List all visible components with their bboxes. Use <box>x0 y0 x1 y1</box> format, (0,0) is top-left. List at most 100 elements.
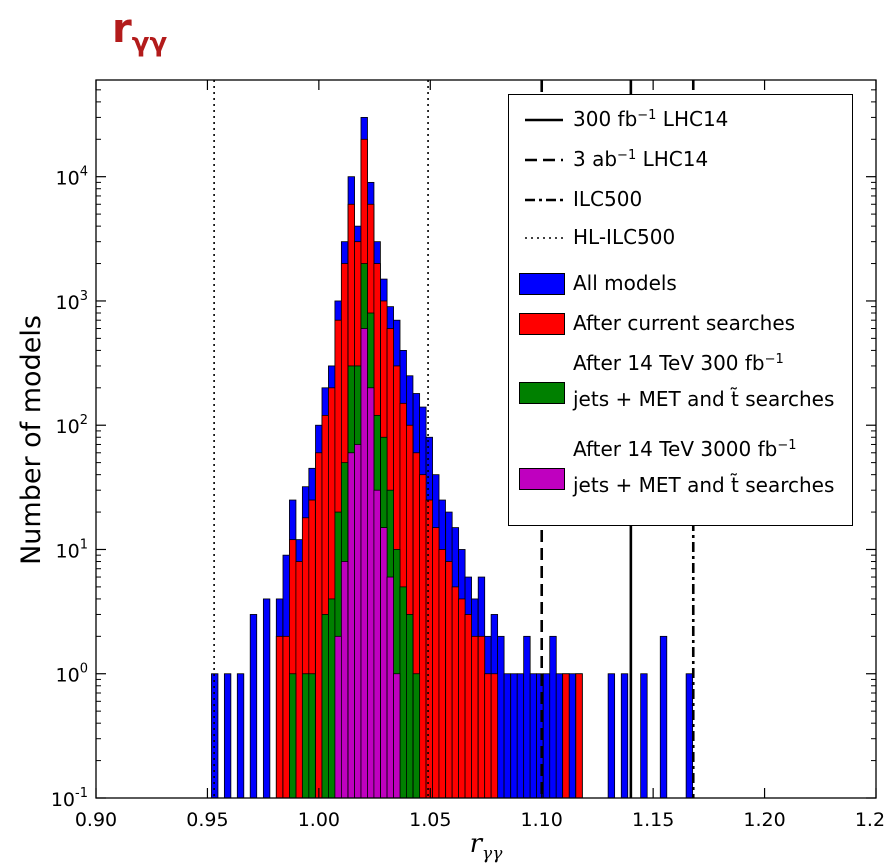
y-tick-label: 102 <box>56 413 88 438</box>
histogram-bar-series-2 <box>328 598 336 799</box>
histogram-bar-series-3 <box>380 527 388 799</box>
histogram-bar-series-1 <box>282 635 290 799</box>
legend-label: After 14 TeV 3000 fb−1 <box>573 437 797 461</box>
legend-line-handle <box>525 198 563 202</box>
histogram-bar-series-1 <box>562 673 570 799</box>
histogram-bar-series-0 <box>516 673 525 799</box>
histogram-bar-series-2 <box>301 673 310 799</box>
y-tick-label: 100 <box>56 662 88 687</box>
y-tick-label: 101 <box>56 537 88 562</box>
legend-line-handle <box>525 118 563 122</box>
plot-frame <box>95 79 877 799</box>
legend-line-handle <box>525 158 563 162</box>
histogram-bar-series-1 <box>432 527 440 799</box>
histogram-bar-series-3 <box>354 444 362 799</box>
histogram-bar-series-0 <box>223 673 232 799</box>
histogram-bar-series-1 <box>464 614 472 799</box>
histogram-bar-series-3 <box>334 635 342 799</box>
histogram-bar-series-1 <box>575 673 583 799</box>
x-axis-label: rγγ <box>470 829 504 864</box>
y-tick-label: 103 <box>56 289 88 314</box>
histogram-bar-series-0 <box>640 673 648 799</box>
legend-label: After current searches <box>573 311 796 335</box>
histogram-bar-series-3 <box>340 561 349 799</box>
histogram-bar-series-3 <box>386 576 394 799</box>
histogram-bar-series-2 <box>321 614 329 799</box>
legend-label-superscript: −1 <box>777 438 797 453</box>
histogram-bar-series-1 <box>484 673 492 799</box>
histogram-bar-series-1 <box>295 561 303 799</box>
legend-label-superscript: −1 <box>617 148 637 163</box>
y-tick-label: 104 <box>56 165 88 190</box>
page-title-main: r <box>112 6 132 52</box>
legend-line-handle <box>525 237 563 239</box>
legend-label: jets + MET and t̃ searches <box>573 473 835 497</box>
histogram-bar-series-2 <box>399 586 407 799</box>
histogram-bar-series-3 <box>347 452 355 799</box>
histogram-bar-series-0 <box>542 673 551 799</box>
ticks-layer: 0.90 0.95 1.00 1.05 1.10 1.15 1.20 1.25 10-1 100 1… <box>51 79 885 831</box>
histogram-bar-series-0 <box>620 673 629 799</box>
x-tick-label: 1.15 <box>632 809 674 831</box>
legend-color-patch <box>519 382 565 404</box>
histogram-bar-series-0 <box>685 673 694 799</box>
histogram-bar-series-1 <box>458 598 466 799</box>
x-tick-label: 1.20 <box>743 809 785 831</box>
histogram-bar-series-2 <box>289 673 297 799</box>
histogram-bar-series-0 <box>549 635 557 799</box>
legend-color-patch <box>519 313 565 335</box>
x-axis-label-sub: γγ <box>482 844 503 864</box>
legend-label-superscript: −1 <box>764 352 784 367</box>
histogram-bar-series-1 <box>419 474 427 799</box>
histogram-bar-series-3 <box>360 328 368 799</box>
histogram-bar-series-0 <box>503 673 511 799</box>
histogram-bar-series-0 <box>568 673 577 799</box>
x-tick-label: 1.05 <box>409 809 451 831</box>
histogram-bar-series-1 <box>471 635 479 799</box>
legend-label: 3 ab−1 LHC14 <box>573 147 709 171</box>
x-axis-label-main: r <box>470 829 484 859</box>
legend-label-superscript: −1 <box>637 108 657 123</box>
x-tick-label: 1.25 <box>855 809 885 831</box>
histogram-bar-series-0 <box>510 673 518 799</box>
histogram-bar-series-1 <box>425 499 433 799</box>
histogram-bar-series-1 <box>438 549 446 799</box>
x-tick-label: 0.95 <box>186 809 228 831</box>
legend-label: HL-ILC500 <box>573 225 676 249</box>
page-title: rγγ <box>112 6 167 58</box>
histogram-bar-series-0 <box>659 635 668 799</box>
legend-color-patch <box>519 468 565 490</box>
histogram-bar-series-2 <box>406 614 414 799</box>
legend: 300 fb−1 LHC14 3 ab−1 LHC14 ILC500 HL-ILC50… <box>508 94 853 526</box>
legend-label: After 14 TeV 300 fb−1 <box>573 351 784 375</box>
x-tick-label: 1.10 <box>521 809 563 831</box>
x-tick-label: 1.00 <box>298 809 340 831</box>
legend-label: jets + MET and t̃ searches <box>573 387 835 411</box>
histogram-bar-series-0 <box>236 673 245 799</box>
y-tick-label: 10-1 <box>51 786 88 811</box>
histogram-bar-series-0 <box>529 673 538 799</box>
legend-label: 300 fb−1 LHC14 <box>573 107 729 131</box>
x-tick-label: 0.90 <box>75 809 117 831</box>
page-title-sub: γγ <box>131 28 168 58</box>
histogram-bar-series-1 <box>315 452 323 799</box>
histogram-bar-series-1 <box>477 635 486 799</box>
histogram-bar-series-2 <box>412 673 421 799</box>
legend-color-patch <box>519 273 565 295</box>
legend-label: ILC500 <box>573 187 643 211</box>
histogram-bar-series-0 <box>497 635 505 799</box>
histogram-bar-series-0 <box>262 598 271 799</box>
histogram-bar-series-2 <box>308 673 316 799</box>
histogram-bar-series-1 <box>275 635 284 799</box>
histogram-bar-series-1 <box>451 586 460 799</box>
histogram-bar-series-1 <box>445 561 453 799</box>
histogram-bar-series-3 <box>367 387 375 799</box>
histogram-bar-series-0 <box>523 635 531 799</box>
histogram-bar-series-3 <box>393 673 401 799</box>
legend-label: All models <box>573 271 677 295</box>
histogram-bar-series-1 <box>490 673 499 799</box>
histogram-bar-series-3 <box>373 489 381 799</box>
histogram-bar-series-0 <box>249 614 258 799</box>
histogram-bar-series-0 <box>607 673 616 799</box>
